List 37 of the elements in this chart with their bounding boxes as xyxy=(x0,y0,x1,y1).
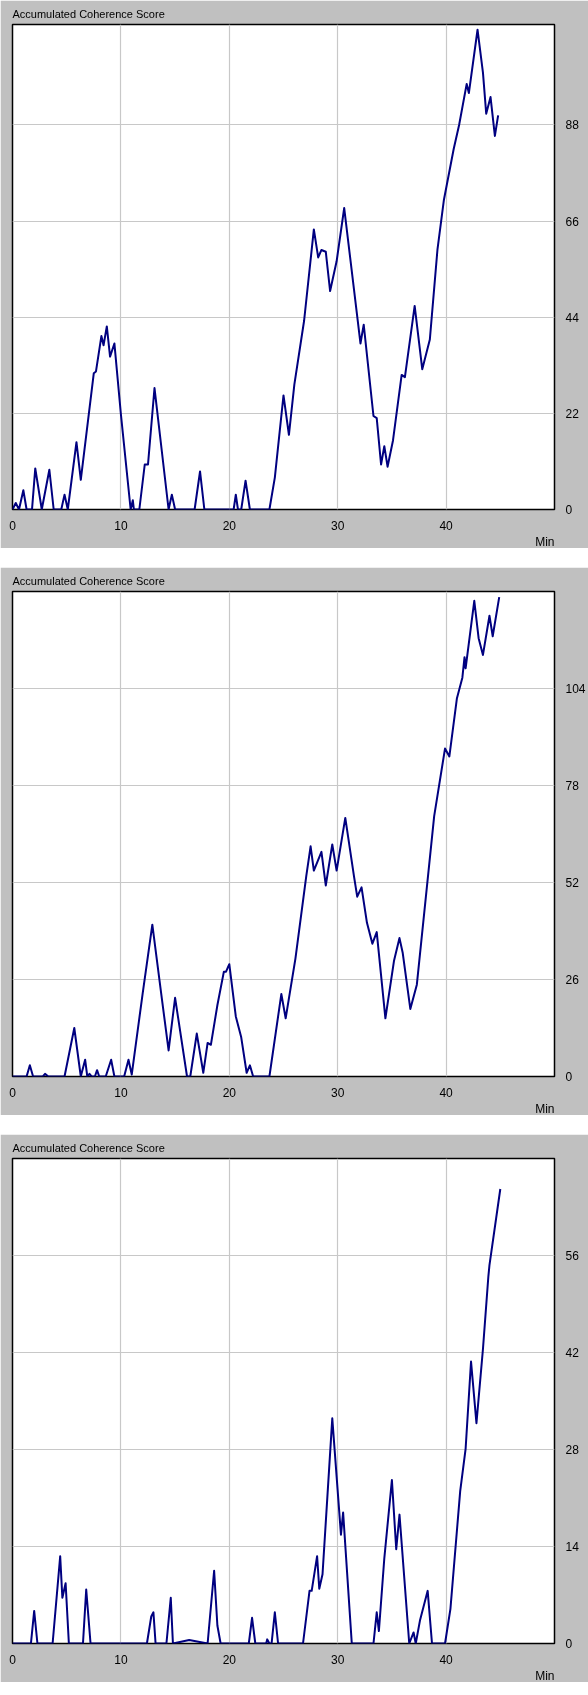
y-tick-label: 52 xyxy=(565,876,580,890)
x-tick-label: 40 xyxy=(439,518,454,533)
x-axis-title: Min xyxy=(535,534,555,549)
y-tick-label: 104 xyxy=(565,682,586,696)
y-tick-label: 0 xyxy=(565,1070,573,1084)
y-tick-label: 42 xyxy=(565,1346,580,1360)
x-tick-label: 10 xyxy=(114,518,128,533)
y-tick-label: 14 xyxy=(565,1540,580,1554)
x-tick-label: 10 xyxy=(114,1652,128,1667)
y-tick-label: 78 xyxy=(565,779,580,793)
x-tick-label: 0 xyxy=(9,1652,17,1667)
x-tick-label: 30 xyxy=(331,1085,345,1100)
x-tick-label: 20 xyxy=(222,1085,237,1100)
y-tick-label: 28 xyxy=(565,1443,580,1457)
y-tick-label: 44 xyxy=(565,310,580,325)
x-tick-label: 0 xyxy=(9,1085,17,1100)
y-tick-label: 66 xyxy=(565,214,580,229)
x-axis-title: Min xyxy=(535,1101,555,1116)
y-tick-label: 0 xyxy=(565,503,573,517)
chart-title: Accumulated Coherence Score xyxy=(12,574,165,587)
y-tick-label: 88 xyxy=(565,118,580,133)
x-tick-label: 0 xyxy=(9,518,17,533)
y-tick-label: 56 xyxy=(565,1249,580,1263)
x-tick-label: 30 xyxy=(331,1652,345,1667)
x-tick-label: 40 xyxy=(439,1652,454,1667)
y-tick-label: 0 xyxy=(565,1637,573,1651)
x-tick-label: 20 xyxy=(222,518,237,533)
chart-title: Accumulated Coherence Score xyxy=(12,1141,165,1154)
chart-title: Accumulated Coherence Score xyxy=(12,7,165,20)
line-series xyxy=(12,28,500,510)
x-tick-label: 10 xyxy=(114,1085,128,1100)
x-tick-label: 40 xyxy=(439,1085,454,1100)
x-tick-label: 20 xyxy=(222,1652,237,1667)
y-tick-label: 26 xyxy=(565,973,580,987)
y-tick-label: 22 xyxy=(565,406,580,421)
x-axis-title: Min xyxy=(535,1668,555,1683)
x-tick-label: 30 xyxy=(331,518,345,533)
